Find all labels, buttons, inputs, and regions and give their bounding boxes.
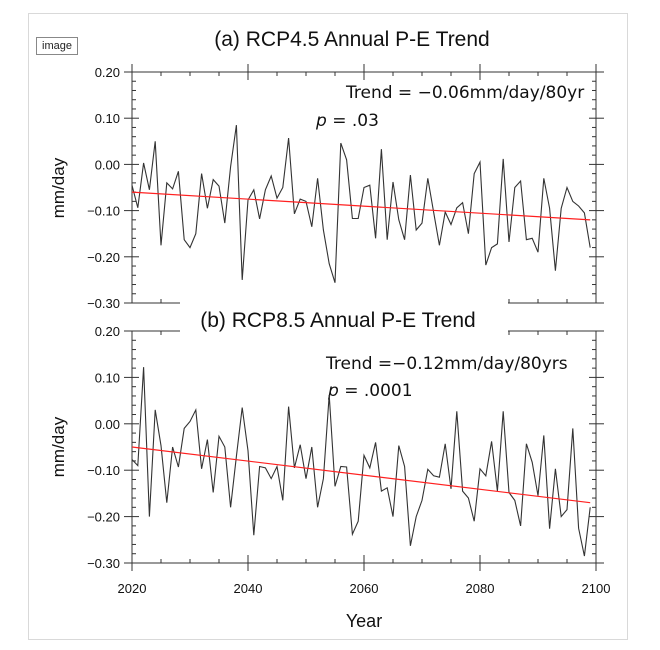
p-label: p — [315, 111, 327, 131]
figure-frame — [28, 13, 628, 640]
p-value: = .0001 — [339, 381, 413, 401]
x-tick-label: 2060 — [350, 581, 379, 596]
panel-a-title: (a) RCP4.5 Annual P-E Trend — [214, 28, 489, 51]
x-tick-label: 2080 — [466, 581, 495, 596]
y-tick-label: 0.00 — [95, 417, 120, 432]
panel-a-trend-annotation: Trend = −0.06mm/day/80yr — [345, 83, 584, 103]
y-tick-label: −0.20 — [87, 250, 120, 265]
x-tick-label: 2020 — [118, 581, 147, 596]
panel-a-ytick-labels: 0.20 0.10 0.00 −0.10 −0.20 −0.30 — [87, 65, 120, 311]
panel-a: (a) RCP4.5 Annual P-E Trend mm/day Trend… — [49, 28, 604, 311]
panel-b-ylabel: mm/day — [49, 416, 68, 477]
panel-a-trend-line — [131, 191, 591, 221]
panel-b: (b) RCP8.5 Annual P-E Trend mm/day Trend… — [49, 309, 610, 631]
y-tick-label: −0.20 — [87, 510, 120, 525]
panel-b-trend-line — [131, 446, 591, 504]
panel-b-p-annotation: p = .0001 — [327, 381, 413, 401]
panel-a-p-annotation: p = .03 — [315, 111, 379, 131]
y-tick-label: 0.10 — [95, 370, 120, 385]
panel-a-axes — [124, 64, 604, 304]
x-tick-label: 2100 — [582, 581, 611, 596]
panel-b-trend-annotation: Trend =−0.12mm/day/80yrs — [325, 354, 568, 374]
y-tick-label: −0.10 — [87, 463, 120, 478]
panel-b-xtick-labels: 2020 2040 2060 2080 2100 — [118, 581, 611, 596]
y-tick-label: 0.20 — [95, 65, 120, 80]
panel-b-ytick-labels: 0.20 0.10 0.00 −0.10 −0.20 −0.30 — [87, 324, 120, 571]
image-tag: image — [36, 37, 78, 55]
y-tick-label: 0.20 — [95, 324, 120, 339]
y-tick-label: 0.00 — [95, 157, 120, 172]
panel-a-series-line — [131, 125, 591, 283]
panel-b-xlabel: Year — [346, 611, 382, 631]
panel-a-ylabel: mm/day — [49, 157, 68, 218]
p-value: = .03 — [327, 111, 379, 131]
panel-b-series-line — [131, 367, 591, 557]
y-tick-label: −0.10 — [87, 204, 120, 219]
p-label: p — [327, 381, 339, 401]
y-tick-label: −0.30 — [87, 296, 120, 311]
panel-b-title: (b) RCP8.5 Annual P-E Trend — [200, 309, 475, 332]
y-tick-label: 0.10 — [95, 111, 120, 126]
panel-b-axes — [124, 330, 604, 571]
y-tick-label: −0.30 — [87, 556, 120, 571]
x-tick-label: 2040 — [234, 581, 263, 596]
